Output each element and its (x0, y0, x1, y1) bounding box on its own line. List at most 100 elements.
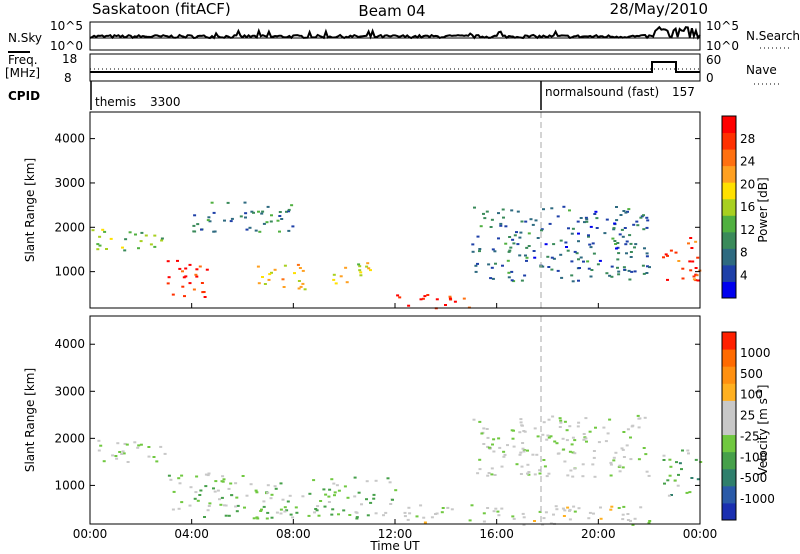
echo-cell (476, 235, 480, 238)
echo-cell (591, 242, 595, 245)
echo-cell (525, 256, 529, 259)
echo-cell (681, 267, 685, 270)
echo-cell (576, 220, 580, 223)
echo-cell (136, 446, 140, 449)
x-tick-label: 08:00 (276, 527, 311, 541)
echo-cell (435, 512, 439, 515)
echo-cell (621, 518, 625, 521)
echo-cell (270, 493, 274, 496)
echo-cell (144, 234, 148, 237)
x-tick-label: 12:00 (378, 527, 413, 541)
echo-cell (567, 227, 570, 230)
echo-cell (208, 220, 212, 223)
echo-cell (444, 304, 447, 306)
echo-cell (621, 235, 625, 238)
y-tick-label: 4000 (54, 337, 85, 351)
echo-cell (627, 208, 631, 211)
echo-cell (204, 473, 208, 476)
echo-cell (322, 488, 326, 491)
echo-cell (687, 242, 690, 245)
echo-cell (332, 273, 336, 276)
echo-cell (645, 272, 649, 274)
echo-cell (327, 495, 331, 498)
echo-cell (499, 222, 503, 225)
echo-cell (538, 510, 542, 513)
echo-cell (606, 432, 610, 435)
echo-cell (563, 420, 567, 423)
echo-cell (167, 276, 171, 279)
echo-cell (597, 441, 601, 444)
echo-cell (366, 262, 370, 265)
echo-cell (227, 514, 231, 517)
echo-cell (98, 235, 102, 238)
echo-cell (312, 479, 316, 482)
x-tick-label: 00:00 (683, 527, 718, 541)
echo-cell (566, 474, 570, 477)
echo-cell (468, 519, 472, 522)
echo-cell (355, 516, 359, 519)
echo-cell (261, 276, 264, 278)
echo-cell (166, 282, 170, 285)
echo-cell (126, 461, 130, 463)
echo-cell (628, 278, 632, 281)
echo-cell (205, 268, 209, 271)
echo-cell (396, 294, 400, 297)
echo-cell (486, 507, 490, 509)
echo-cell (490, 473, 494, 476)
echo-cell (291, 225, 295, 228)
echo-cell (391, 498, 394, 501)
echo-cell (194, 273, 198, 276)
echo-cell (96, 243, 100, 246)
echo-cell (646, 219, 650, 222)
echo-cell (169, 478, 173, 481)
colorbar-segment (722, 383, 736, 401)
echo-cell (571, 436, 575, 439)
echo-cell (491, 248, 495, 251)
nsearch-tick-low: 10^0 (706, 39, 739, 53)
echo-cell (622, 505, 626, 508)
echo-cell (663, 482, 666, 485)
echo-cell (448, 297, 452, 300)
echo-cell (546, 434, 550, 437)
echo-cell (526, 449, 529, 452)
echo-cell (642, 272, 646, 275)
echo-cell (96, 248, 100, 251)
echo-cell (538, 469, 542, 472)
colorbar-segment (722, 264, 736, 282)
echo-cell (195, 475, 199, 478)
echo-cell (348, 514, 352, 516)
echo-cell (210, 201, 214, 204)
echo-cell (268, 273, 272, 276)
echo-cell (591, 463, 595, 466)
echo-cell (287, 229, 291, 232)
echo-cell (666, 254, 669, 257)
echo-cell (374, 479, 378, 482)
colorbar-tick-label: 12 (740, 223, 755, 237)
echo-cell (252, 517, 256, 520)
echo-cell (533, 427, 537, 430)
echo-cell (498, 446, 502, 449)
colorbar-segment (722, 231, 736, 249)
echo-cell (147, 446, 151, 448)
echo-cell (513, 234, 517, 237)
echo-cell (593, 475, 597, 478)
echo-cell (692, 278, 696, 281)
echo-cell (589, 275, 593, 278)
echo-cell (558, 417, 562, 420)
echo-cell (235, 496, 239, 499)
echo-cell (520, 220, 524, 223)
echo-cell (478, 248, 482, 250)
echo-cell (520, 279, 524, 282)
echo-cell (562, 205, 566, 208)
x-tick-label: 04:00 (174, 527, 209, 541)
echo-cell (560, 276, 564, 279)
echo-cell (554, 505, 558, 508)
echo-cell (331, 508, 335, 511)
colorbar-tick-label: 500 (740, 367, 763, 381)
echo-cell (681, 277, 685, 280)
echo-cell (666, 278, 669, 281)
echo-cell (259, 510, 263, 512)
echo-cell (471, 243, 475, 246)
echo-cell (177, 477, 181, 480)
